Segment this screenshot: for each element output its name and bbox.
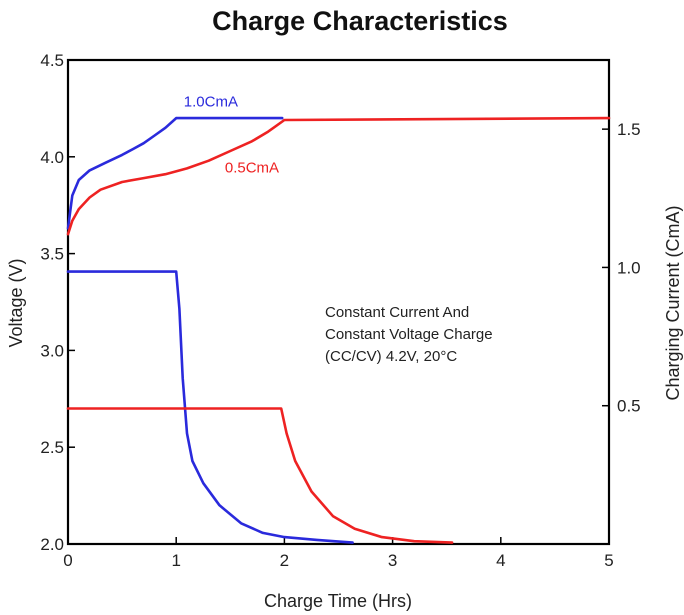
x-tick-label: 1 <box>171 551 180 570</box>
x-axis-label: Charge Time (Hrs) <box>264 591 412 611</box>
annotation-block: Constant Current And Constant Voltage Ch… <box>325 304 493 365</box>
x-tick-label: 2 <box>280 551 289 570</box>
right-y-axis-ticks: 0.5 1.0 1.5 <box>602 120 641 416</box>
y-left-tick-label: 4.0 <box>40 148 64 167</box>
series-labels: 1.0CmA 0.5CmA <box>184 93 279 176</box>
series-line-voltage-1 <box>66 116 611 236</box>
right-y-axis-label: Charging Current (CmA) <box>663 205 683 400</box>
x-tick-label: 4 <box>496 551 505 570</box>
x-tick-label: 5 <box>604 551 613 570</box>
chart-title: Charge Characteristics <box>212 6 508 36</box>
y-left-tick-label: 3.0 <box>40 341 64 360</box>
y-left-tick-label: 4.5 <box>40 51 64 70</box>
series-lines <box>66 116 611 544</box>
annotation-line-1: Constant Current And <box>325 304 469 321</box>
y-right-tick-label: 1.0 <box>617 258 641 277</box>
x-tick-label: 3 <box>388 551 397 570</box>
series-line-current-3 <box>66 407 454 544</box>
left-y-axis-label: Voltage (V) <box>6 258 26 347</box>
y-right-tick-label: 1.5 <box>617 120 641 139</box>
y-left-tick-label: 2.0 <box>40 535 64 554</box>
annotation-line-3: (CC/CV) 4.2V, 20°C <box>325 348 457 365</box>
series-label: 1.0CmA <box>184 93 238 110</box>
y-left-tick-label: 3.5 <box>40 245 64 264</box>
x-tick-label: 0 <box>63 551 72 570</box>
x-axis-ticks: 0 1 2 3 4 5 <box>63 537 614 570</box>
left-y-axis-ticks: 2.0 2.5 3.0 3.5 4.0 4.5 <box>40 51 75 554</box>
series-line-current-2 <box>66 270 354 544</box>
series-line-voltage-0 <box>66 116 284 230</box>
series-label: 0.5CmA <box>225 159 279 176</box>
plot-frame <box>66 58 611 546</box>
y-left-tick-label: 2.5 <box>40 438 64 457</box>
y-right-tick-label: 0.5 <box>617 397 641 416</box>
annotation-line-2: Constant Voltage Charge <box>325 326 493 343</box>
